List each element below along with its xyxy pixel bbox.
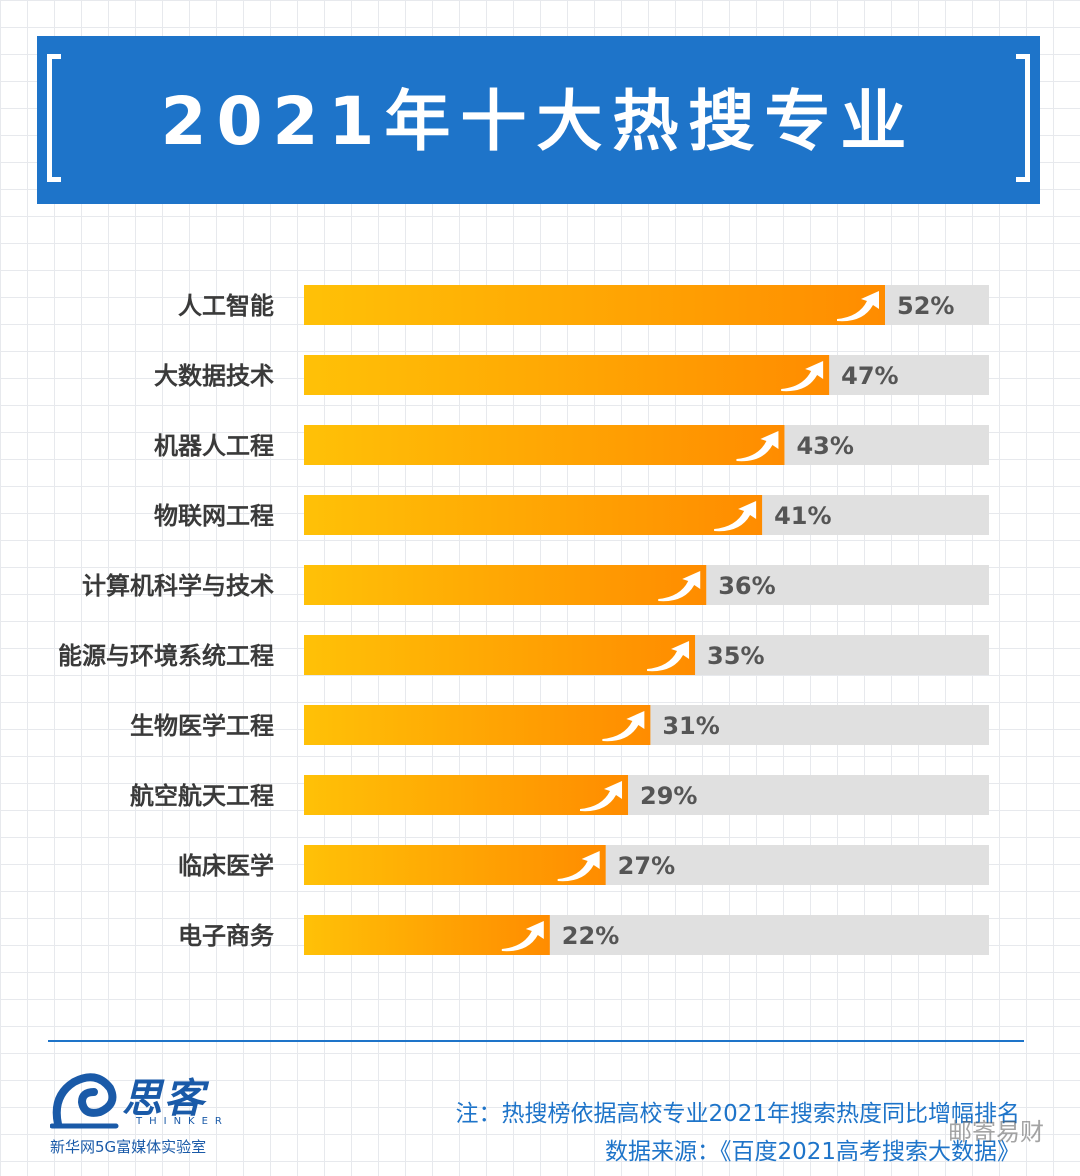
value-label: 35%	[707, 642, 764, 670]
bar-8	[304, 775, 629, 815]
category-label: 物联网工程	[154, 502, 274, 530]
logo-subtitle: THINKER	[136, 1116, 229, 1127]
category-label: 电子商务	[178, 922, 275, 950]
bar-7	[304, 705, 651, 745]
bar-chart-svg: 人工智能 52% 大数据技术 47% 机器人工程 43% 物联网工程 41% 计算机科学与技术 3…	[58, 285, 989, 955]
footnote: 注：热搜榜依据高校专业2021年搜索热度同比增幅排名	[455, 1101, 1020, 1127]
bar-4	[304, 495, 763, 535]
value-label: 36%	[718, 572, 775, 600]
value-label: 27%	[618, 852, 675, 880]
logo-organization: 新华网5G富媒体实验室	[50, 1138, 207, 1156]
data-source: 数据来源：《百度2021高考搜索大数据》	[604, 1139, 1020, 1165]
title-banner: 2021年十大热搜专业	[37, 36, 1040, 204]
page-title: 2021年十大热搜专业	[160, 83, 917, 160]
trend-up-arrow-icon	[781, 361, 824, 392]
footer-divider	[48, 1040, 1024, 1042]
thinker-logo: 思客 THINKER 新华网5G富媒体实验室	[48, 1064, 248, 1160]
category-label: 能源与环境系统工程	[58, 642, 274, 670]
category-label: 生物医学工程	[130, 712, 274, 740]
right-bracket-decoration	[1016, 54, 1030, 182]
bar-3	[304, 425, 785, 465]
bar-1	[304, 285, 885, 325]
logo-name: 思客	[122, 1075, 206, 1122]
category-label: 人工智能	[178, 292, 274, 320]
trend-up-arrow-icon	[602, 711, 645, 742]
bar-6	[304, 635, 696, 675]
value-label: 41%	[774, 502, 831, 530]
bar-9	[304, 845, 606, 885]
value-label: 47%	[841, 362, 898, 390]
value-label: 31%	[662, 712, 719, 740]
category-label: 大数据技术	[154, 362, 274, 390]
swirl-logo-icon	[50, 1073, 119, 1129]
value-label: 22%	[562, 922, 619, 950]
bar-5	[304, 565, 707, 605]
value-label: 43%	[796, 432, 853, 460]
watermark: 邮寄易财	[948, 1118, 1044, 1146]
trend-up-arrow-icon	[557, 851, 600, 882]
trend-up-arrow-icon	[714, 501, 757, 532]
category-label: 计算机科学与技术	[82, 572, 274, 600]
category-label: 临床医学	[178, 852, 274, 880]
trend-up-arrow-icon	[501, 921, 544, 952]
trend-up-arrow-icon	[580, 781, 623, 812]
bar-chart: 人工智能 52% 大数据技术 47% 机器人工程 43% 物联网工程 41% 计算机科学与技术 3…	[0, 270, 1080, 990]
trend-up-arrow-icon	[837, 291, 879, 322]
value-label: 52%	[897, 292, 954, 320]
value-label: 29%	[640, 782, 697, 810]
category-label: 机器人工程	[154, 432, 274, 460]
trend-up-arrow-icon	[736, 431, 779, 462]
left-bracket-decoration	[47, 54, 61, 182]
category-label: 航空航天工程	[130, 782, 274, 810]
trend-up-arrow-icon	[658, 571, 701, 602]
bar-2	[304, 355, 830, 395]
trend-up-arrow-icon	[647, 641, 690, 672]
